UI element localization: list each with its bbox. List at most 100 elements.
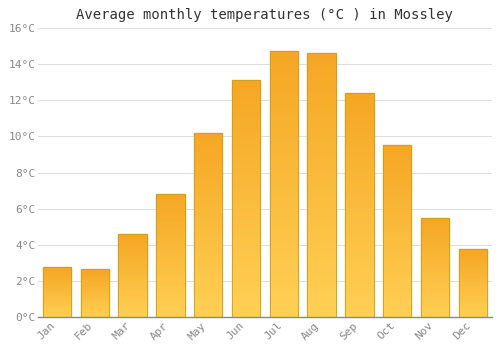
Bar (156, 246, 184, 248)
Bar (80, 287, 109, 288)
Bar (458, 287, 487, 289)
Bar (43, 303, 71, 304)
Bar (270, 67, 298, 72)
Bar (458, 267, 487, 268)
Bar (194, 292, 222, 295)
Bar (383, 163, 412, 166)
Bar (43, 306, 71, 307)
Bar (194, 266, 222, 270)
Bar (156, 194, 184, 317)
Bar (308, 122, 336, 127)
Bar (232, 94, 260, 99)
Bar (194, 147, 222, 151)
Bar (156, 241, 184, 244)
Bar (118, 296, 147, 298)
Bar (118, 308, 147, 309)
Bar (118, 246, 147, 247)
Bar (383, 290, 412, 293)
Bar (308, 254, 336, 259)
Bar (80, 271, 109, 272)
Bar (458, 293, 487, 294)
Bar (118, 309, 147, 311)
Bar (270, 131, 298, 136)
Bar (383, 207, 412, 211)
Bar (458, 300, 487, 301)
Bar (270, 264, 298, 270)
Bar (232, 180, 260, 184)
Bar (80, 297, 109, 298)
Bar (232, 156, 260, 161)
Bar (43, 316, 71, 317)
Bar (308, 148, 336, 154)
Bar (270, 254, 298, 259)
Bar (194, 284, 222, 288)
Bar (156, 310, 184, 313)
Bar (308, 101, 336, 106)
Bar (194, 203, 222, 206)
Bar (156, 251, 184, 253)
Bar (80, 308, 109, 309)
Bar (270, 243, 298, 248)
Bar (80, 305, 109, 306)
Bar (383, 242, 412, 245)
Bar (194, 303, 222, 306)
Bar (118, 249, 147, 251)
Bar (156, 231, 184, 234)
Bar (308, 95, 336, 101)
Bar (458, 264, 487, 265)
Bar (194, 140, 222, 144)
Bar (43, 310, 71, 312)
Bar (43, 270, 71, 271)
Bar (118, 301, 147, 302)
Bar (156, 206, 184, 209)
Bar (458, 305, 487, 307)
Bar (118, 311, 147, 313)
Bar (270, 72, 298, 78)
Bar (232, 256, 260, 260)
Bar (270, 227, 298, 232)
Bar (345, 232, 374, 237)
Bar (421, 246, 449, 248)
Bar (270, 115, 298, 120)
Bar (308, 228, 336, 233)
Bar (458, 269, 487, 271)
Bar (421, 260, 449, 262)
Bar (270, 222, 298, 227)
Bar (458, 251, 487, 253)
Bar (270, 158, 298, 163)
Bar (80, 268, 109, 270)
Bar (232, 128, 260, 132)
Bar (421, 278, 449, 280)
Bar (80, 311, 109, 312)
Bar (458, 301, 487, 302)
Bar (308, 212, 336, 217)
Bar (194, 247, 222, 251)
Bar (156, 204, 184, 206)
Bar (458, 278, 487, 279)
Bar (308, 222, 336, 228)
Bar (232, 227, 260, 232)
Bar (43, 268, 71, 269)
Bar (421, 224, 449, 226)
Bar (232, 289, 260, 294)
Bar (383, 211, 412, 214)
Bar (156, 244, 184, 246)
Bar (383, 273, 412, 276)
Bar (118, 298, 147, 299)
Bar (232, 223, 260, 227)
Bar (421, 230, 449, 232)
Bar (421, 256, 449, 258)
Bar (458, 256, 487, 257)
Bar (194, 159, 222, 162)
Bar (421, 306, 449, 308)
Bar (118, 293, 147, 294)
Bar (270, 89, 298, 94)
Bar (345, 156, 374, 160)
Bar (308, 190, 336, 196)
Bar (80, 282, 109, 283)
Bar (43, 284, 71, 285)
Bar (43, 300, 71, 301)
Bar (308, 280, 336, 286)
Bar (458, 250, 487, 251)
Bar (270, 275, 298, 280)
